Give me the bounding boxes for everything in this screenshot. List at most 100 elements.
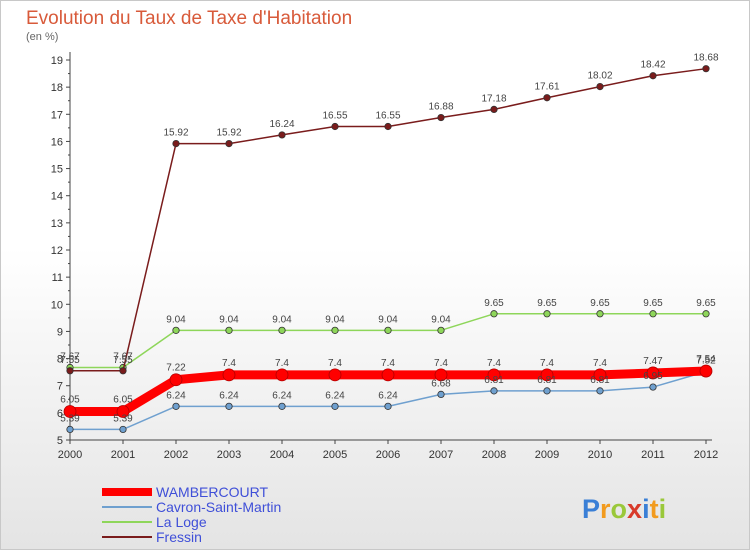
legend-item: Cavron-Saint-Martin [102, 499, 281, 515]
data-point [490, 105, 498, 114]
x-tick-label: 2004 [270, 449, 294, 461]
data-point [331, 326, 339, 334]
y-tick-label: 13 [51, 218, 63, 230]
data-point [702, 65, 710, 73]
x-tick-label: 2010 [588, 449, 612, 461]
data-label: 9.04 [272, 314, 292, 325]
data-point [225, 326, 233, 334]
y-tick-label: 12 [51, 245, 63, 257]
series-1 [66, 367, 710, 434]
logo-letter: o [611, 494, 628, 524]
data-point [275, 368, 289, 382]
data-label: 7.4 [222, 358, 236, 369]
data-point [543, 310, 551, 318]
data-label: 7.4 [275, 358, 289, 369]
x-tick-label: 2001 [111, 449, 135, 461]
data-point [437, 390, 445, 398]
data-label: 7.22 [166, 363, 186, 374]
legend-item: WAMBERCOURT [102, 484, 268, 500]
data-label: 6.05 [113, 395, 133, 406]
data-point [437, 326, 445, 334]
data-label: 5.39 [60, 413, 80, 424]
data-label: 9.04 [166, 314, 186, 325]
data-label: 6.95 [643, 371, 663, 382]
y-tick-label: 9 [57, 326, 63, 338]
data-point [543, 387, 551, 395]
data-point [384, 326, 392, 334]
data-point [66, 367, 74, 375]
data-point [543, 94, 551, 102]
y-tick-label: 5 [57, 435, 63, 447]
y-tick-label: 8 [57, 354, 63, 366]
data-label: 6.24 [166, 390, 186, 401]
data-label: 7.4 [328, 358, 342, 369]
legend-label: WAMBERCOURT [156, 484, 268, 500]
data-point [119, 367, 127, 375]
data-label: 16.55 [375, 111, 400, 122]
data-label: 9.65 [643, 298, 663, 309]
legend-item: Fressin [102, 529, 202, 545]
data-label: 18.02 [587, 71, 612, 82]
series-3 [66, 65, 710, 375]
data-label: 6.24 [272, 390, 292, 401]
data-point [490, 387, 498, 395]
chart-title: Evolution du Taux de Taxe d'Habitation [26, 8, 352, 29]
x-tick-label: 2008 [482, 449, 506, 461]
data-point [172, 326, 180, 334]
data-point [649, 310, 657, 318]
x-tick-label: 2007 [429, 449, 453, 461]
data-point [331, 402, 339, 410]
y-tick-label: 18 [51, 82, 63, 94]
data-label: 18.68 [693, 53, 718, 64]
data-label: 9.04 [219, 314, 239, 325]
data-label: 7.52 [696, 356, 716, 367]
data-label: 17.61 [534, 82, 559, 93]
data-label: 17.18 [481, 93, 506, 104]
data-label: 7.67 [60, 352, 80, 363]
y-tick-label: 7 [57, 381, 63, 393]
data-point [384, 122, 392, 131]
y-tick-label: 16 [51, 136, 63, 148]
data-point [119, 425, 127, 434]
y-axis-unit: (en %) [26, 31, 58, 43]
data-label: 9.65 [537, 298, 557, 309]
logo-letter: t [650, 494, 659, 524]
x-tick-label: 2012 [694, 449, 718, 461]
data-point [225, 140, 233, 148]
proxiti-logo: Proxiti [582, 494, 666, 524]
logo-letter: i [659, 494, 667, 524]
data-point [169, 373, 183, 387]
data-label: 18.42 [640, 60, 665, 71]
data-point [646, 366, 660, 380]
x-tick-label: 2000 [58, 449, 82, 461]
data-label: 7.55 [113, 355, 133, 366]
logo-letter: i [642, 494, 650, 524]
data-point [225, 402, 233, 410]
data-label: 15.92 [216, 128, 241, 139]
data-label: 6.68 [431, 378, 451, 389]
data-label: 16.55 [322, 111, 347, 122]
x-tick-label: 2006 [376, 449, 400, 461]
legend-label: Cavron-Saint-Martin [156, 499, 281, 515]
legend-label: Fressin [156, 529, 202, 545]
data-label: 7.55 [60, 355, 80, 366]
data-point [699, 364, 713, 378]
logo-letter: x [627, 494, 642, 524]
data-label: 6.81 [590, 375, 610, 386]
data-point [278, 402, 286, 410]
legend-item: La Loge [102, 514, 207, 530]
data-label: 6.81 [484, 375, 504, 386]
data-point [278, 131, 286, 139]
series-0 [63, 364, 713, 418]
data-label: 15.92 [163, 128, 188, 139]
data-label: 16.24 [269, 119, 294, 130]
data-label: 7.67 [113, 352, 133, 363]
data-label: 9.65 [590, 298, 610, 309]
data-label: 9.04 [378, 314, 398, 325]
data-label: 7.47 [643, 356, 663, 367]
axes: 5 6 7 8 9 10 11 12 13 14 15 16 17 18 19 2000 2001 2002 200… [51, 52, 718, 461]
data-label: 7.4 [487, 358, 501, 369]
y-tick-label: 19 [51, 55, 63, 67]
